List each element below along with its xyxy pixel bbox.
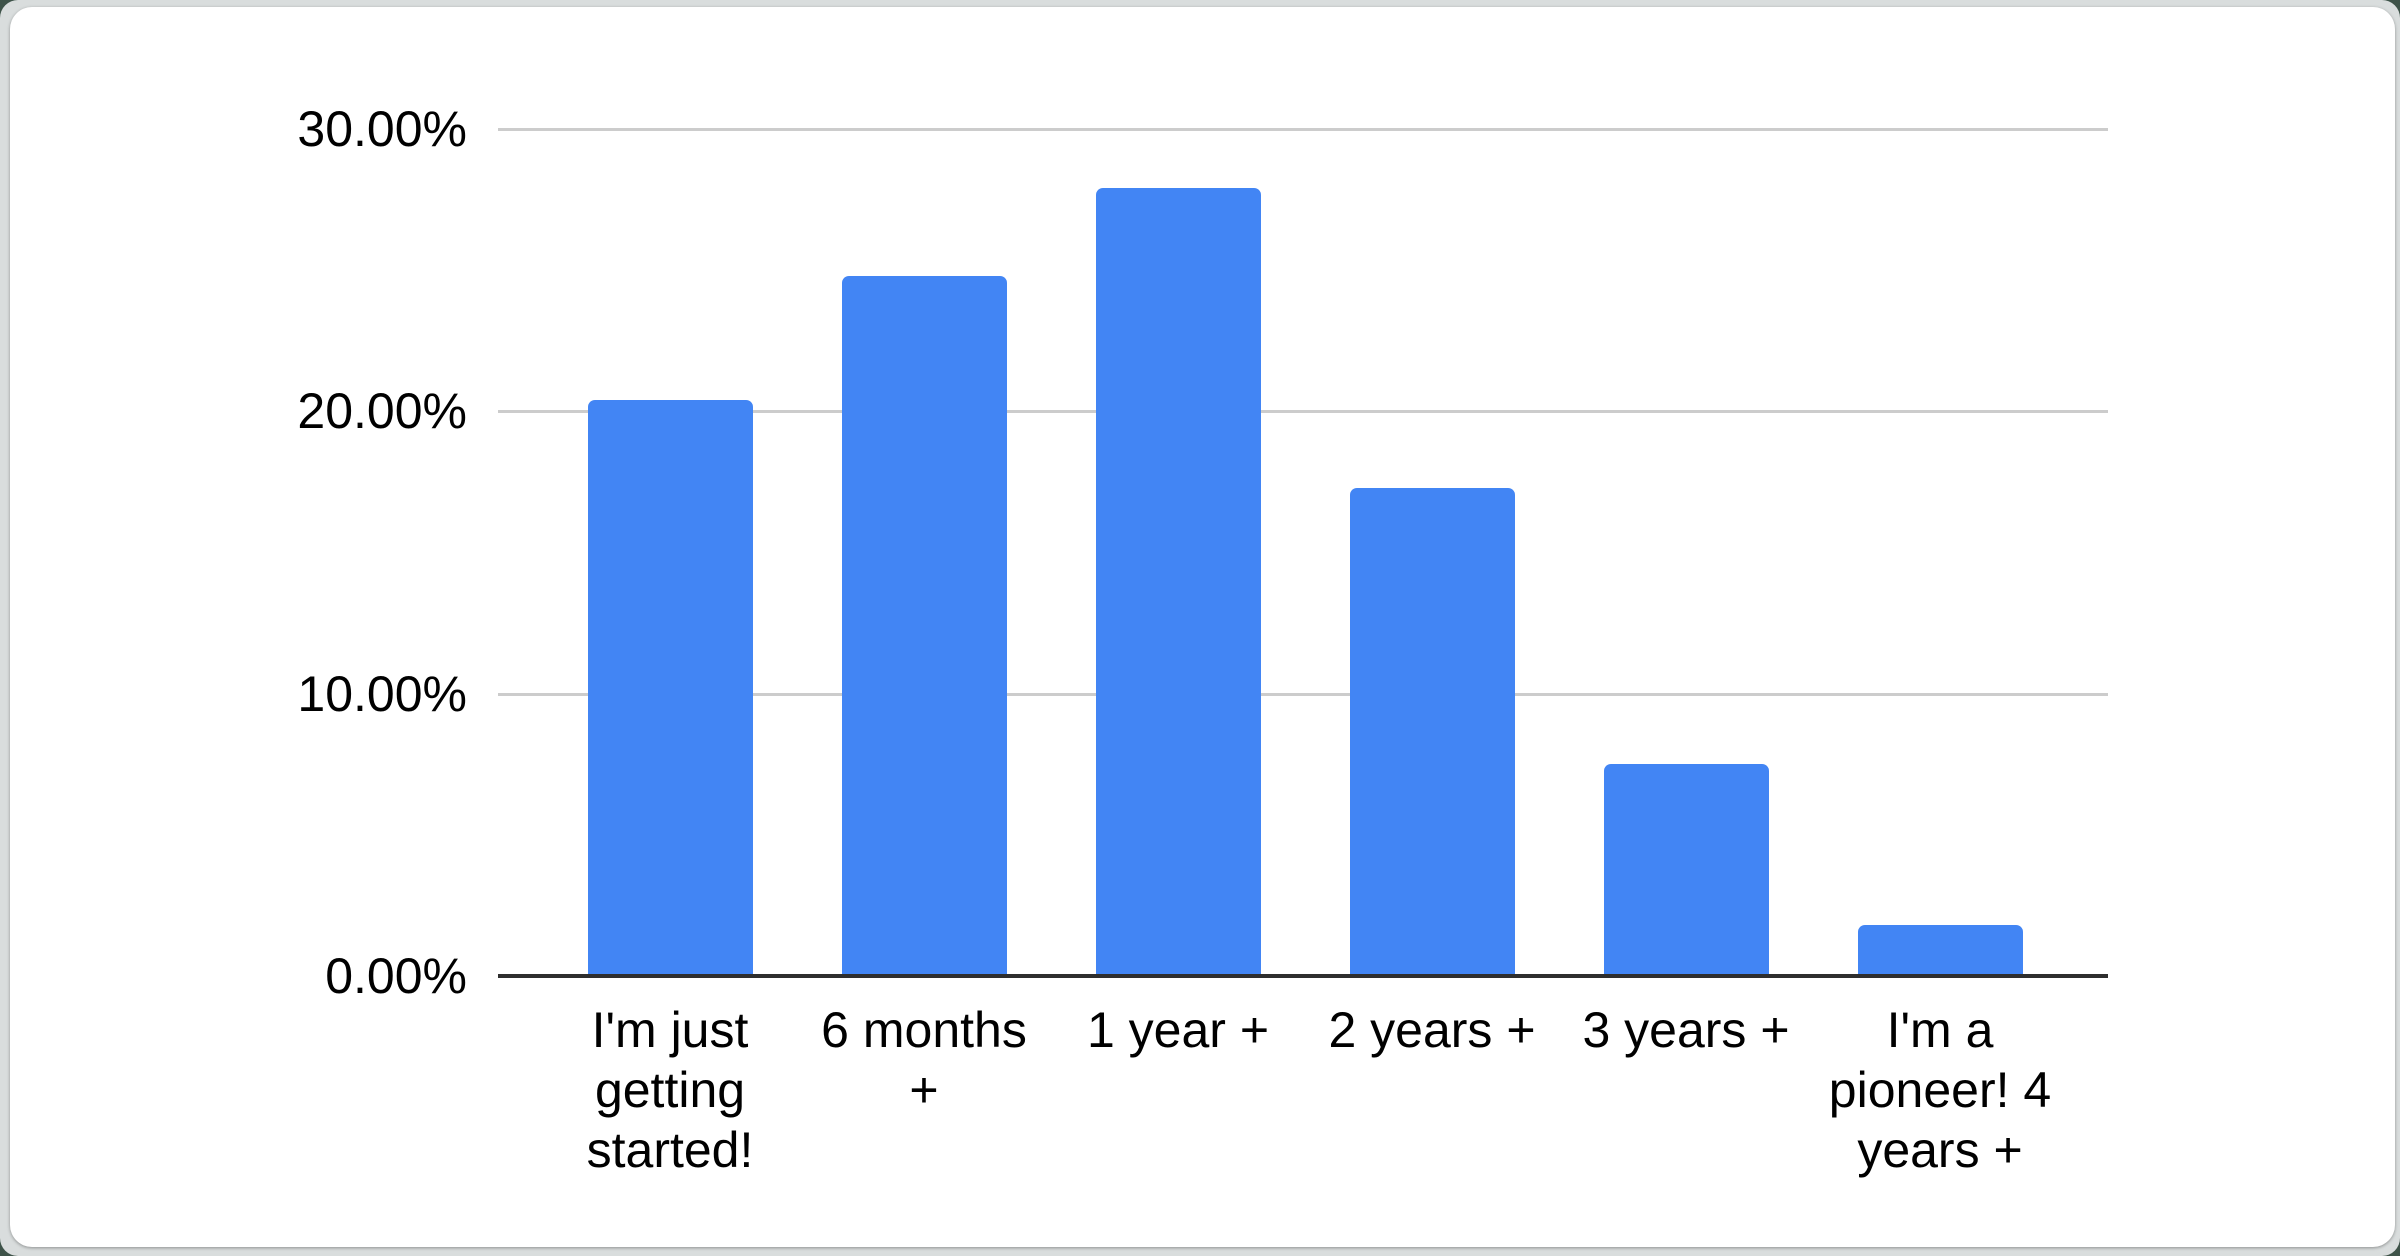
plot-area — [498, 128, 2108, 978]
bar-6 — [1857, 925, 2023, 976]
y-tick-label-10: 10.00% — [297, 665, 467, 722]
bar-3 — [1095, 188, 1261, 976]
bar-5 — [1603, 764, 1769, 976]
bar-2 — [841, 276, 1007, 976]
x-tick-label-2: 6 months + — [821, 1002, 1027, 1118]
y-tick-label-20: 20.00% — [297, 383, 467, 440]
y-tick-label-0: 0.00% — [325, 948, 467, 1004]
gridline-30 — [498, 128, 2108, 131]
bar-1 — [587, 400, 753, 976]
x-tick-label-1: I'm just getting started! — [586, 1002, 754, 1178]
y-tick-label-30: 30.00% — [297, 101, 467, 157]
x-axis-line — [498, 974, 2108, 978]
x-tick-label-3: 1 year + — [1086, 1002, 1270, 1058]
x-tick-label-5: 3 years + — [1582, 1002, 1790, 1058]
gridline-20 — [498, 410, 2108, 414]
x-tick-label-6: I'm a pioneer! 4 years + — [1828, 1002, 2052, 1178]
gridline-10 — [498, 692, 2108, 696]
bar-4 — [1349, 488, 1515, 976]
x-tick-label-4: 2 years + — [1328, 1002, 1536, 1058]
chart-card: 0.00% 10.00% 20.00% 30.00% I'm just getting… — [10, 7, 2395, 1247]
